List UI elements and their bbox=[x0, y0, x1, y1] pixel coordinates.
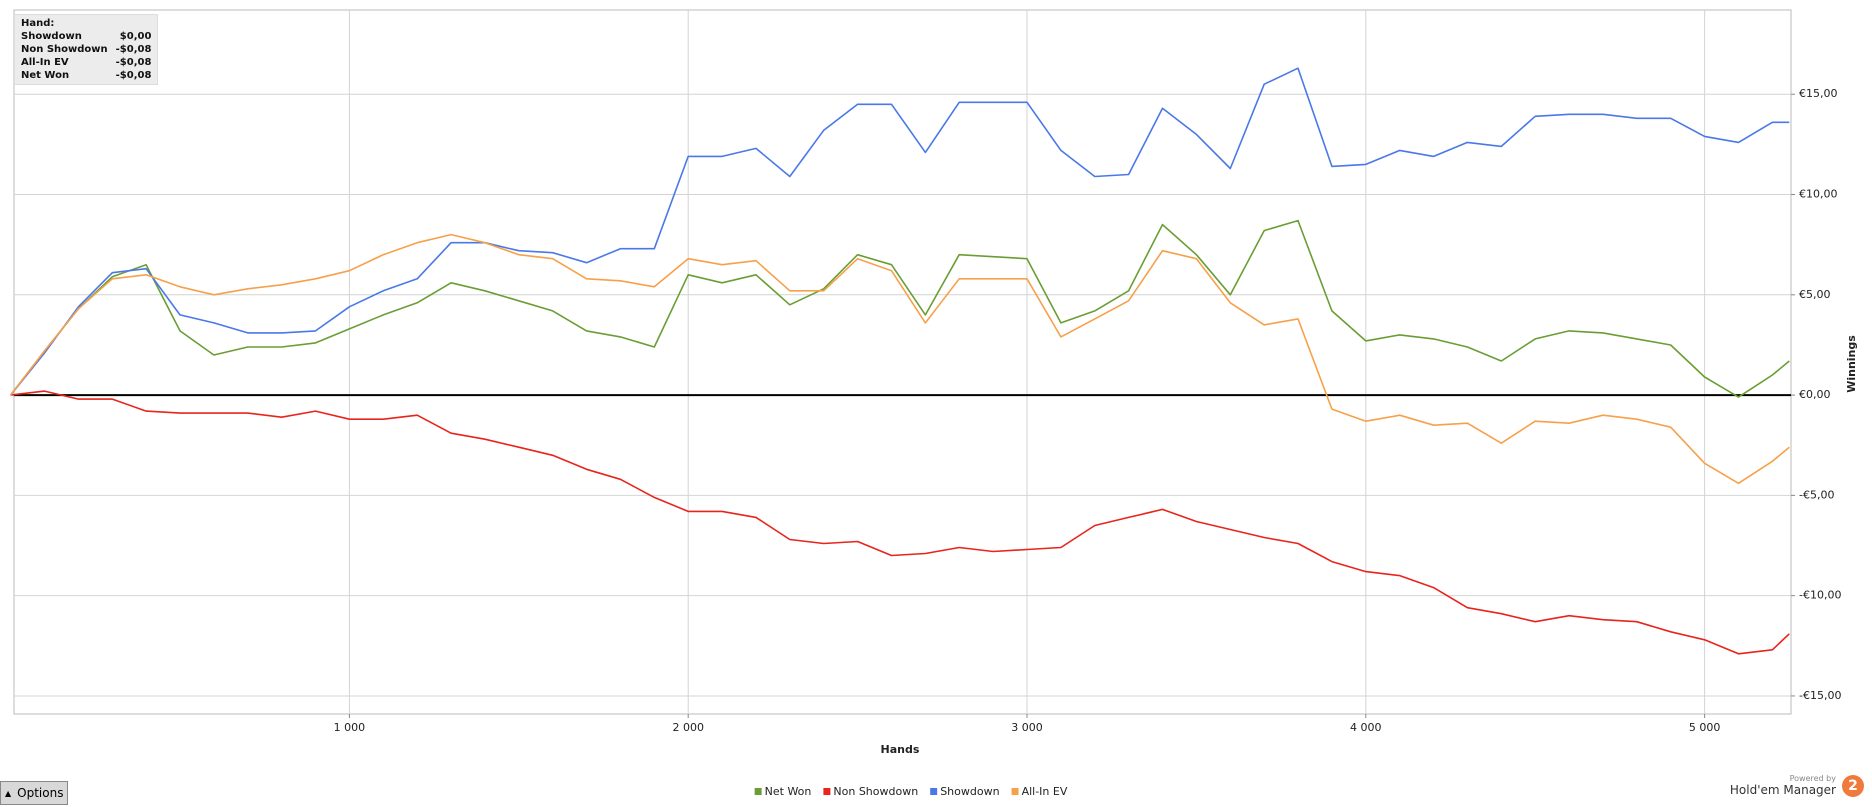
info-row: Showdown $0,00 bbox=[17, 30, 155, 43]
x-axis-label: Hands bbox=[881, 743, 920, 756]
legend-swatch bbox=[754, 788, 762, 795]
info-table: Hand: Showdown $0,00 Non Showdown -$0,08 All… bbox=[17, 17, 155, 82]
info-row: All-In EV -$0,08 bbox=[17, 56, 155, 69]
x-tick-label: 2 000 bbox=[672, 721, 704, 734]
options-button[interactable]: ▲ Options bbox=[0, 781, 68, 805]
y-tick-label: €0,00 bbox=[1799, 388, 1831, 401]
legend: Net Won Non Showdown Showdown All-In EV bbox=[754, 785, 1068, 798]
y-tick-label: €5,00 bbox=[1799, 288, 1831, 301]
y-tick-label: -€5,00 bbox=[1799, 488, 1834, 501]
arrow-icon: ▲ bbox=[5, 788, 12, 798]
legend-label: Non Showdown bbox=[833, 785, 918, 798]
info-label: All-In EV bbox=[21, 57, 69, 68]
y-tick-label: €15,00 bbox=[1799, 87, 1838, 100]
legend-label: Net Won bbox=[765, 785, 812, 798]
info-label: Non Showdown bbox=[21, 44, 108, 55]
options-label: Options bbox=[17, 786, 64, 800]
info-label: Showdown bbox=[21, 31, 82, 42]
info-title: Hand: bbox=[21, 18, 55, 29]
series-line bbox=[9, 219, 1790, 398]
y-tick-label: -€10,00 bbox=[1799, 589, 1841, 602]
info-row: Non Showdown -$0,08 bbox=[17, 43, 155, 56]
info-row: Net Won -$0,08 bbox=[17, 69, 155, 82]
brand: Powered by Hold'em Manager 2 bbox=[1730, 774, 1864, 797]
legend-swatch bbox=[930, 788, 938, 795]
info-value: $0,00 bbox=[119, 31, 152, 42]
legend-label: All-In EV bbox=[1022, 785, 1068, 798]
x-tick-label: 5 000 bbox=[1689, 721, 1721, 734]
info-box: Hand: Showdown $0,00 Non Showdown -$0,08 All… bbox=[14, 14, 159, 85]
info-value: -$0,08 bbox=[115, 70, 152, 81]
y-axis-label: Winnings bbox=[1845, 335, 1858, 393]
series-line bbox=[9, 67, 1790, 396]
y-tick-label: -€15,00 bbox=[1799, 689, 1841, 702]
plot-area bbox=[13, 9, 1792, 715]
y-tick-label: €10,00 bbox=[1799, 188, 1838, 201]
x-tick-label: 1 000 bbox=[334, 721, 366, 734]
legend-swatch bbox=[1011, 788, 1019, 795]
logo: 2 bbox=[1842, 775, 1864, 797]
brand-text: Powered by Hold'em Manager bbox=[1730, 774, 1836, 797]
brand-name: Hold'em Manager bbox=[1729, 783, 1836, 797]
x-tick-label: 3 000 bbox=[1011, 721, 1043, 734]
series-line bbox=[10, 390, 1790, 655]
x-tick-label: 4 000 bbox=[1350, 721, 1382, 734]
info-value: -$0,08 bbox=[115, 44, 152, 55]
legend-label: Showdown bbox=[940, 785, 999, 798]
info-value: -$0,08 bbox=[115, 57, 152, 68]
info-label: Net Won bbox=[21, 70, 70, 81]
legend-swatch bbox=[823, 788, 831, 795]
powered-by: Powered by bbox=[1789, 774, 1836, 783]
series-line bbox=[9, 233, 1790, 485]
